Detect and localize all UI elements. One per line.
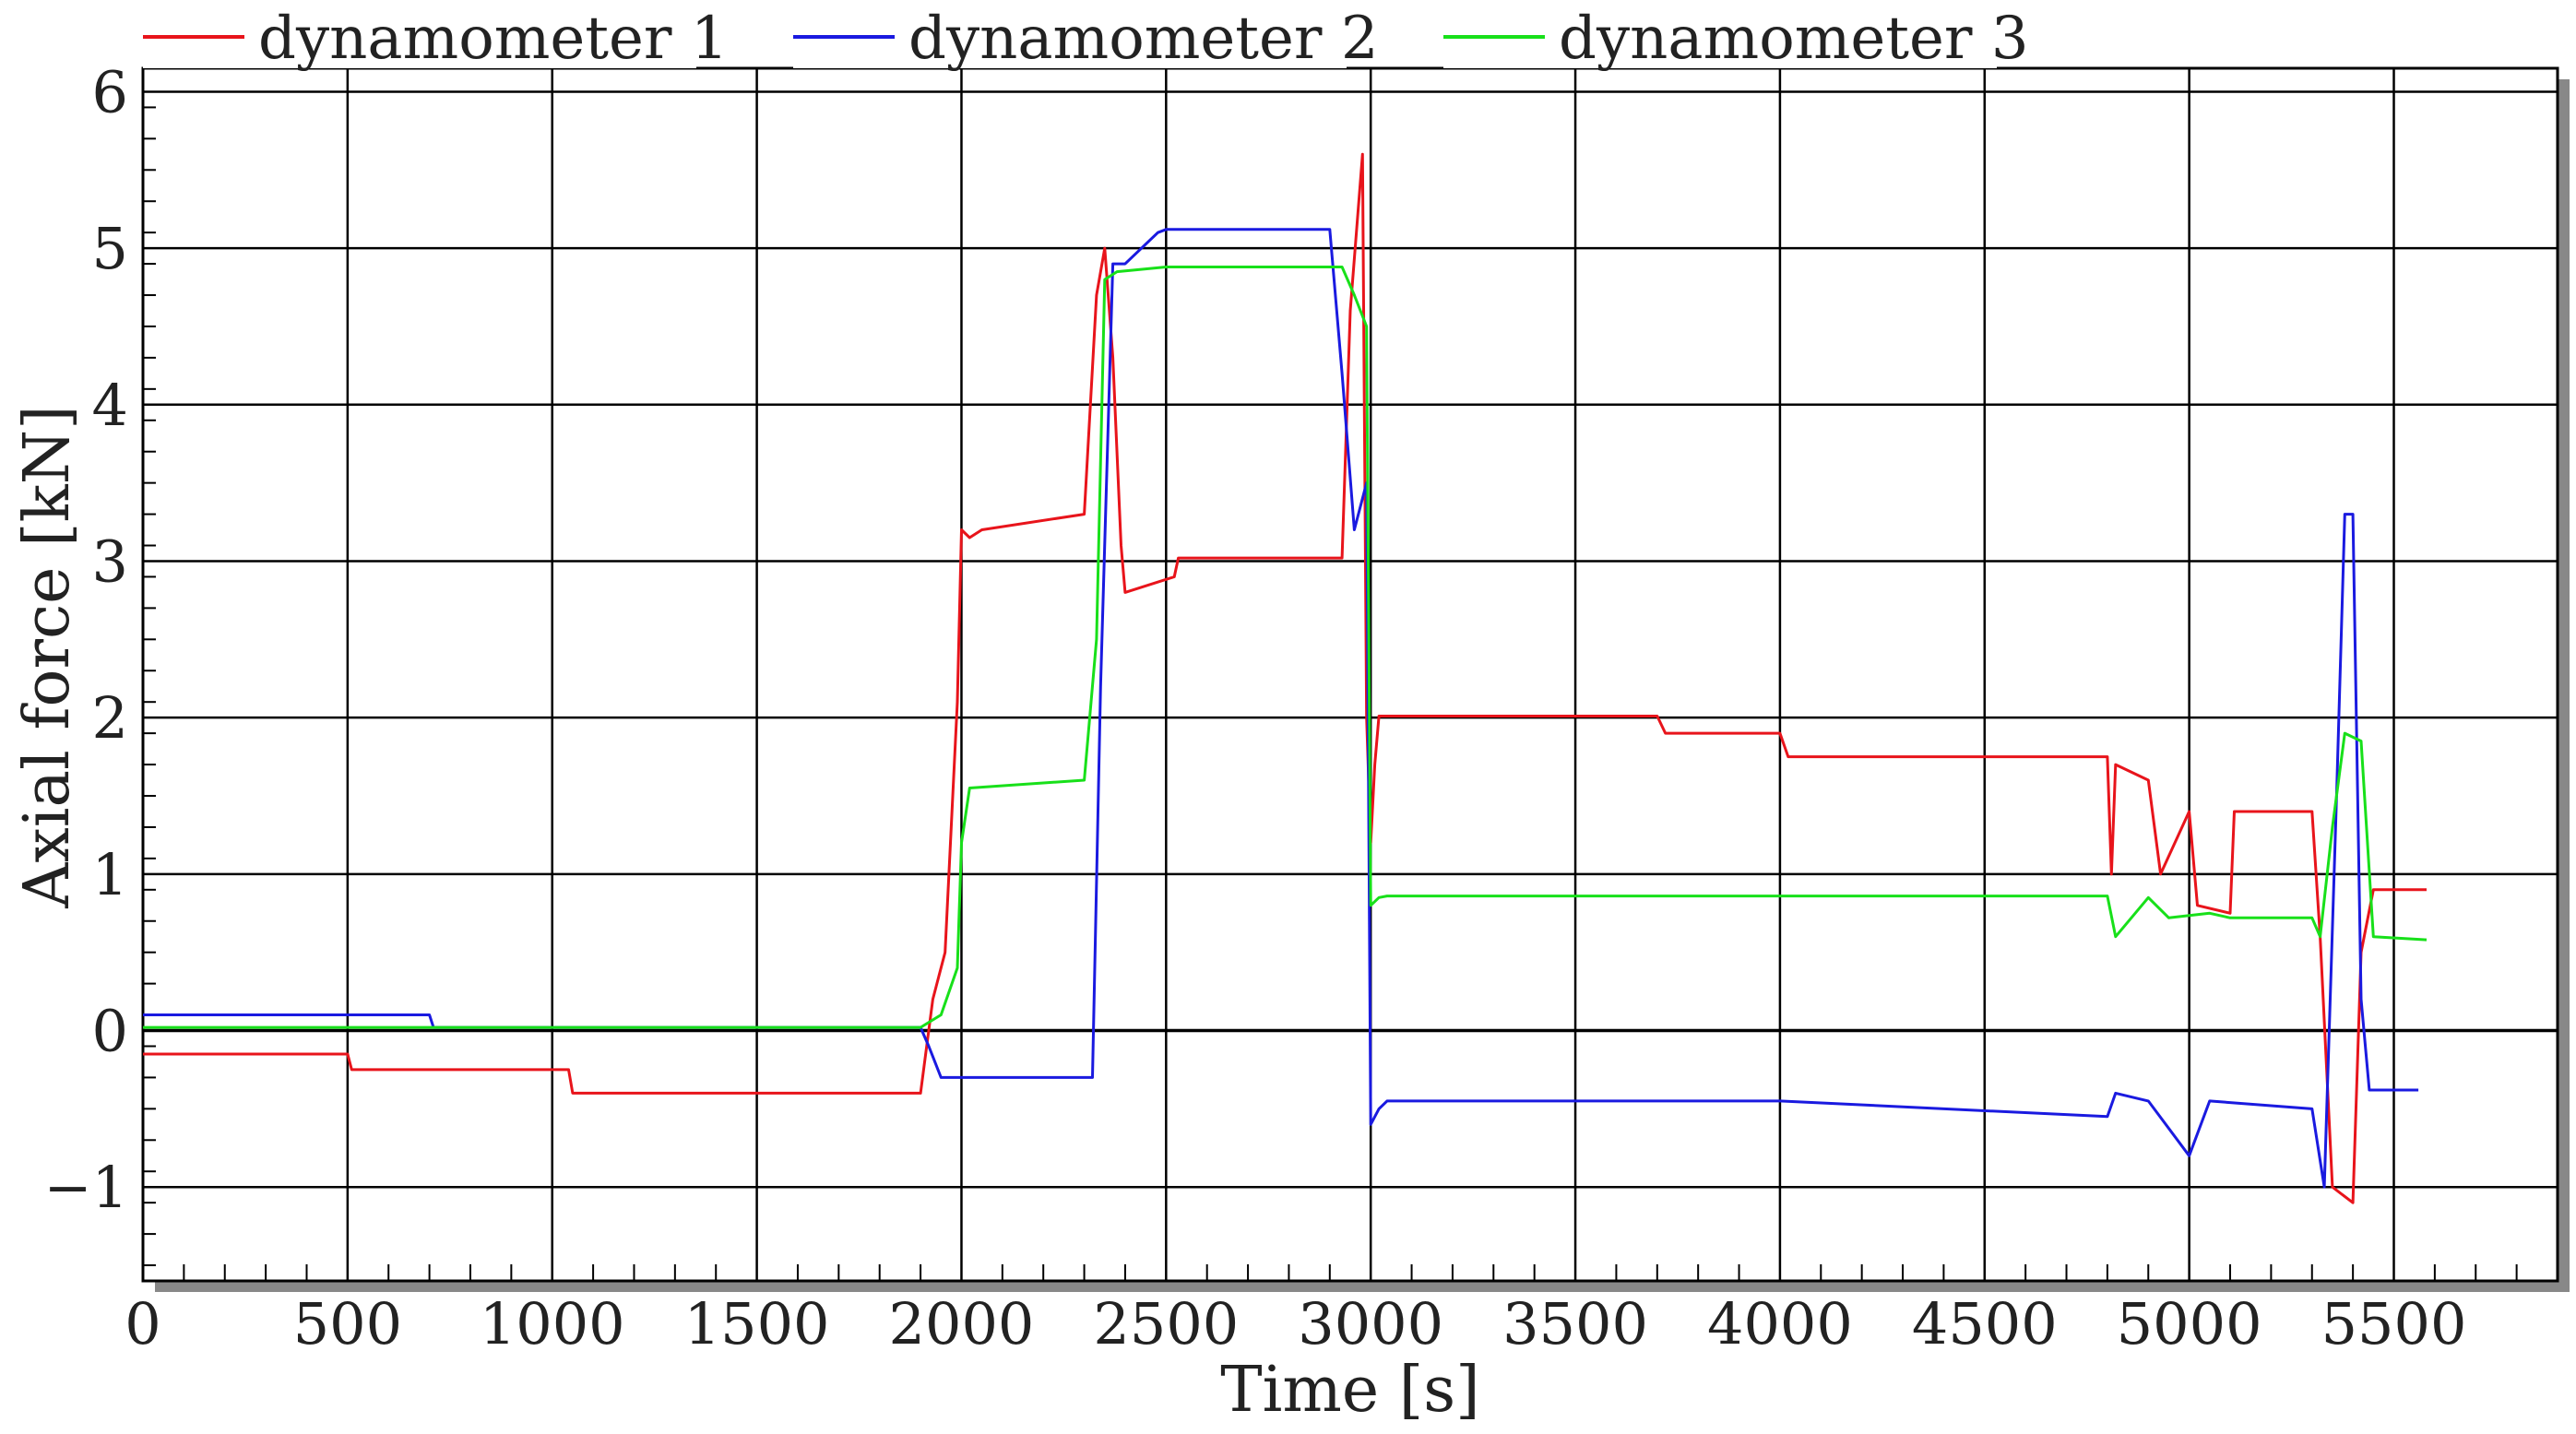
y-tick-label: 1 (92, 841, 128, 908)
y-tick-label: 0 (92, 998, 128, 1065)
x-tick-label: 3000 (1298, 1290, 1443, 1357)
legend-label: dynamometer 3 (1559, 5, 2029, 73)
y-tick-label: 3 (92, 527, 128, 595)
series-line (143, 266, 2428, 1029)
legend-label: dynamometer 1 (258, 5, 729, 73)
y-tick-label: 5 (92, 215, 128, 282)
x-axis-label: Time [s] (1220, 1354, 1479, 1427)
legend-label: dynamometer 2 (908, 5, 1379, 73)
y-tick-label: 6 (92, 58, 128, 125)
y-tick-label: 4 (92, 372, 128, 439)
x-tick-label: 0 (125, 1290, 160, 1357)
minor-ticks (143, 106, 2558, 1281)
y-tick-label: 2 (92, 684, 128, 752)
x-tick-label: 500 (293, 1290, 402, 1357)
tick-labels: 0 500 1000 1500 2000 2500 3000 3500 4000 4500 5000… (44, 58, 2467, 1357)
y-tick-label: −1 (44, 1154, 128, 1221)
x-tick-label: 5500 (2321, 1290, 2467, 1357)
legend: dynamometer 1 dynamometer 2 dynamometer 3 (143, 5, 2029, 73)
x-tick-label: 1000 (480, 1290, 625, 1357)
x-tick-label: 3500 (1502, 1290, 1648, 1357)
x-tick-label: 5000 (2117, 1290, 2262, 1357)
grid-lines (143, 68, 2558, 1281)
y-axis-label: Axial force [kN] (11, 405, 84, 908)
x-tick-label: 2500 (1093, 1290, 1239, 1357)
plot-area (141, 66, 2559, 1283)
x-tick-label: 4500 (1912, 1290, 2058, 1357)
x-tick-label: 1500 (684, 1290, 830, 1357)
x-tick-label: 4000 (1707, 1290, 1853, 1357)
x-tick-label: 2000 (889, 1290, 1035, 1357)
series-lines (143, 152, 2428, 1204)
